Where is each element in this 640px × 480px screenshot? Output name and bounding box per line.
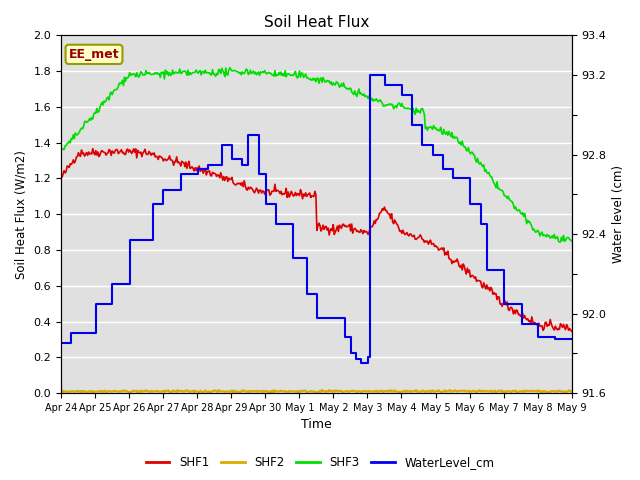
WaterLevel_cm: [333, 315, 341, 321]
Title: Soil Heat Flux: Soil Heat Flux: [264, 15, 369, 30]
SHF2: [568, 388, 575, 394]
SHF3: [304, 75, 312, 81]
SHF1: [301, 193, 308, 199]
SHF1: [89, 146, 97, 152]
X-axis label: Time: Time: [301, 419, 332, 432]
SHF3: [477, 159, 484, 165]
SHF3: [568, 238, 575, 244]
WaterLevel_cm: [303, 291, 310, 297]
Y-axis label: Soil Heat Flux (W/m2): Soil Heat Flux (W/m2): [15, 150, 28, 279]
SHF3: [226, 65, 234, 71]
SHF3: [557, 234, 565, 240]
Line: WaterLevel_cm: WaterLevel_cm: [61, 75, 572, 363]
SHF2: [304, 389, 312, 395]
Line: SHF2: SHF2: [61, 390, 572, 393]
SHF2: [207, 390, 214, 396]
SHF3: [335, 81, 342, 86]
SHF2: [301, 387, 308, 393]
Line: SHF1: SHF1: [61, 149, 572, 331]
SHF3: [362, 93, 370, 99]
Text: EE_met: EE_met: [68, 48, 119, 61]
WaterLevel_cm: [357, 360, 365, 366]
SHF1: [304, 192, 312, 198]
SHF2: [335, 388, 343, 394]
SHF2: [557, 388, 565, 394]
Line: SHF3: SHF3: [61, 68, 572, 242]
WaterLevel_cm: [568, 336, 575, 342]
WaterLevel_cm: [57, 340, 65, 346]
SHF2: [363, 388, 371, 394]
WaterLevel_cm: [478, 221, 486, 227]
SHF2: [478, 388, 486, 394]
SHF3: [556, 239, 563, 245]
WaterLevel_cm: [366, 72, 374, 78]
SHF2: [57, 388, 65, 394]
SHF3: [57, 146, 65, 152]
Legend: SHF1, SHF2, SHF3, WaterLevel_cm: SHF1, SHF2, SHF3, WaterLevel_cm: [141, 452, 499, 474]
Y-axis label: Water level (cm): Water level (cm): [612, 165, 625, 263]
SHF1: [335, 228, 342, 234]
SHF1: [568, 328, 575, 334]
WaterLevel_cm: [362, 360, 370, 366]
SHF1: [477, 278, 484, 284]
WaterLevel_cm: [300, 255, 307, 261]
SHF1: [557, 321, 564, 326]
SHF3: [301, 73, 308, 79]
SHF2: [318, 387, 326, 393]
WaterLevel_cm: [557, 336, 565, 342]
SHF1: [57, 175, 65, 180]
SHF1: [362, 228, 370, 234]
